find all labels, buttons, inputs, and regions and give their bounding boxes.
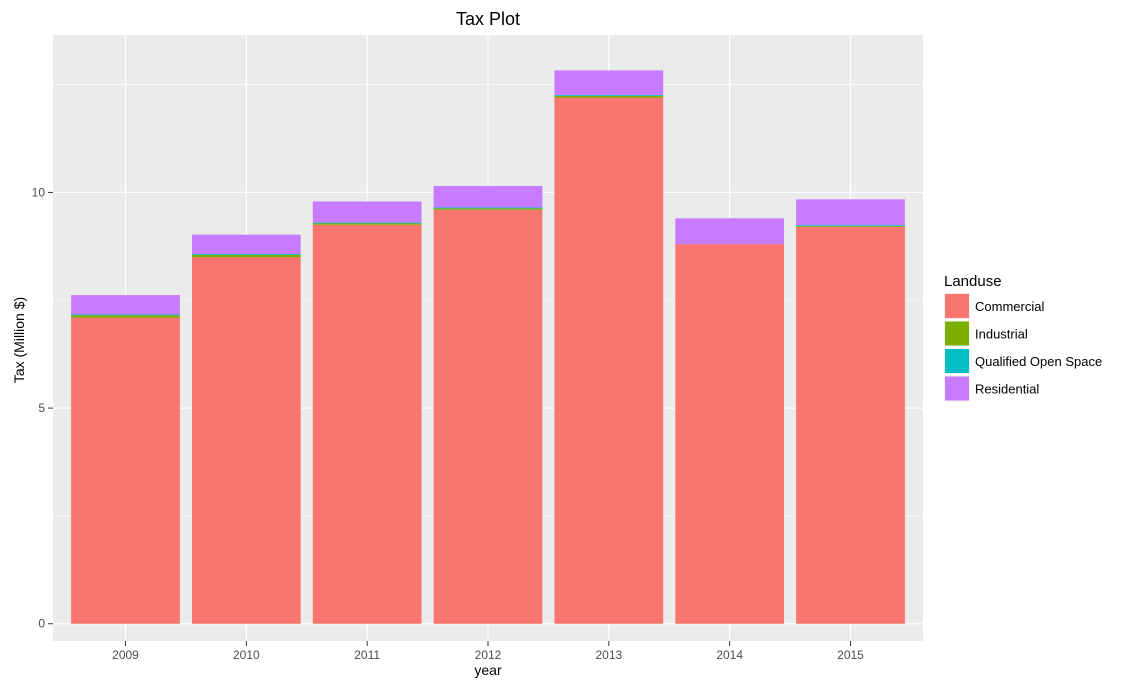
bar-segment-qualified-open-space	[796, 225, 905, 227]
x-tick-label: 2009	[112, 648, 139, 662]
bar-segment-qualified-open-space	[312, 222, 422, 224]
bar-segment-residential	[433, 185, 543, 208]
bar-segment-industrial	[191, 254, 301, 258]
bar-segment-residential	[796, 199, 905, 226]
y-tick-label: 5	[38, 401, 45, 415]
legend-key-swatch	[945, 349, 969, 373]
bars-group	[71, 70, 905, 624]
x-tick-label: 2010	[233, 648, 260, 662]
bar-segment-residential	[191, 234, 301, 255]
bar-segment-commercial	[433, 209, 543, 624]
legend: Landuse Commercial Industrial Qualified Ope…	[944, 273, 1102, 402]
y-tick-label: 10	[32, 185, 46, 199]
legend-title: Landuse	[944, 273, 1002, 290]
bar-segment-industrial	[554, 95, 664, 98]
chart-title: Tax Plot	[456, 9, 520, 29]
y-axis-label: Tax (Million $)	[11, 297, 27, 383]
legend-item-label: Residential	[975, 382, 1039, 397]
bar-segment-commercial	[312, 224, 422, 624]
bar-segment-qualified-open-space	[433, 207, 543, 209]
bar-segment-industrial	[312, 223, 422, 225]
legend-key-swatch	[945, 376, 969, 401]
bar-segment-industrial	[71, 315, 180, 318]
legend-key-swatch	[945, 321, 969, 346]
bar-segment-industrial	[433, 208, 543, 210]
x-tick-label: 2011	[354, 648, 380, 662]
bar-segment-commercial	[191, 257, 301, 624]
x-axis-label: year	[474, 662, 502, 678]
bar-segment-commercial	[554, 97, 664, 624]
y-tick-label: 0	[38, 617, 45, 631]
bar-segment-commercial	[71, 317, 180, 624]
legend-key-swatch	[945, 294, 969, 318]
bar-segment-qualified-open-space	[71, 314, 180, 316]
x-tick-label: 2014	[716, 648, 743, 662]
legend-item-label: Qualified Open Space	[975, 354, 1102, 369]
bar-segment-commercial	[675, 244, 785, 624]
bar-segment-residential	[71, 295, 180, 315]
bar-segment-qualified-open-space	[191, 254, 301, 255]
bar-segment-industrial	[796, 226, 905, 227]
legend-item-label: Industrial	[975, 327, 1028, 342]
bar-segment-residential	[675, 218, 785, 245]
bar-segment-residential	[554, 70, 664, 95]
x-tick-label: 2013	[595, 648, 622, 662]
bar-segment-commercial	[796, 226, 905, 624]
x-tick-label: 2015	[837, 648, 864, 662]
legend-item-label: Commercial	[975, 299, 1044, 314]
bar-segment-qualified-open-space	[554, 94, 664, 96]
x-tick-label: 2012	[475, 648, 502, 662]
bar-segment-residential	[312, 201, 422, 223]
